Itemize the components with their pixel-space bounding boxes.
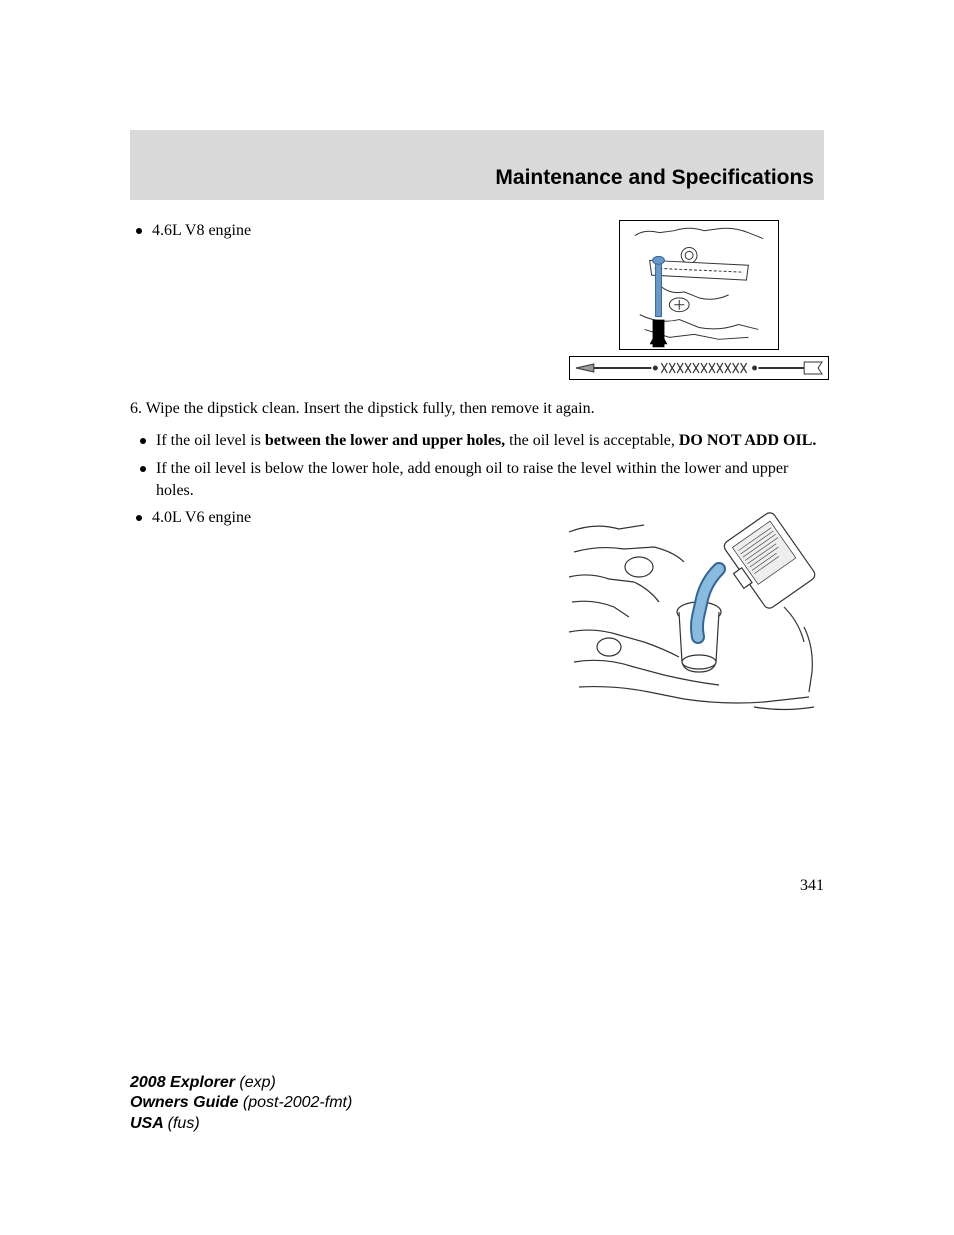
step-6-text: 6. Wipe the dipstick clean. Insert the d… xyxy=(130,398,824,420)
bullet-item: 4.6L V8 engine xyxy=(130,220,574,242)
bullet-dot-icon xyxy=(136,228,142,234)
oil-fill-diagram xyxy=(564,507,824,717)
engine-top-diagram xyxy=(619,220,779,350)
text-fragment: the oil level is acceptable, xyxy=(505,432,679,449)
footer-line-1: 2008 Explorer (exp) xyxy=(130,1073,352,1094)
footer-model: 2008 Explorer xyxy=(130,1074,239,1091)
footer-line-2: Owners Guide (post-2002-fmt) xyxy=(130,1093,352,1114)
engine-v6-label-col: 4.0L V6 engine xyxy=(130,507,564,537)
bullet-item: 4.0L V6 engine xyxy=(130,507,564,529)
page-number: 341 xyxy=(130,877,824,895)
bullet-item: If the oil level is between the lower an… xyxy=(134,430,824,452)
engine-top-svg xyxy=(620,220,778,350)
footer: 2008 Explorer (exp) Owners Guide (post-2… xyxy=(130,1073,352,1135)
bullet-dot-icon xyxy=(140,438,146,444)
footer-fmt: (post-2002-fmt) xyxy=(243,1094,352,1111)
footer-fus: (fus) xyxy=(168,1115,200,1132)
dipstick-svg xyxy=(574,358,824,378)
oil-fill-svg xyxy=(564,507,824,717)
bullet-dot-icon xyxy=(140,466,146,472)
engine-v8-figure-col xyxy=(574,220,824,380)
footer-line-3: USA (fus) xyxy=(130,1114,352,1135)
footer-code: (exp) xyxy=(239,1074,275,1091)
dipstick-diagram xyxy=(569,356,829,380)
section-header-bar: Maintenance and Specifications xyxy=(130,130,824,200)
footer-guide: Owners Guide xyxy=(130,1094,243,1111)
engine-v6-section: 4.0L V6 engine xyxy=(130,507,824,717)
bullet-oil-low: If the oil level is below the lower hole… xyxy=(156,458,824,501)
engine-v8-label: 4.6L V8 engine xyxy=(152,220,251,242)
section-title: Maintenance and Specifications xyxy=(495,166,814,190)
text-bold: between the lower and upper holes, xyxy=(265,432,505,449)
footer-region: USA xyxy=(130,1115,168,1132)
text-bold: DO NOT ADD OIL. xyxy=(679,432,817,449)
bullet-dot-icon xyxy=(136,515,142,521)
page-content: Maintenance and Specifications 4.6L V8 e… xyxy=(0,0,954,895)
engine-v8-section: 4.6L V8 engine xyxy=(130,220,824,380)
bullet-item: If the oil level is below the lower hole… xyxy=(134,458,824,501)
engine-v6-label: 4.0L V6 engine xyxy=(152,507,251,529)
engine-v8-label-col: 4.6L V8 engine xyxy=(130,220,574,250)
text-fragment: If the oil level is xyxy=(156,432,265,449)
bullet-oil-acceptable: If the oil level is between the lower an… xyxy=(156,430,816,452)
oil-level-bullets: If the oil level is between the lower an… xyxy=(130,430,824,501)
